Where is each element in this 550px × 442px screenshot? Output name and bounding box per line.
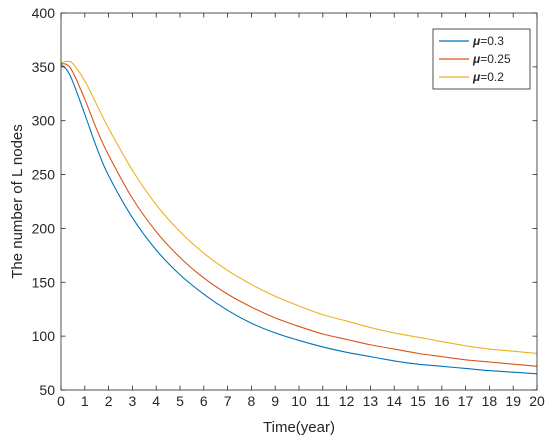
y-tick-label: 300 [32, 113, 56, 129]
x-tick-label: 0 [57, 393, 65, 409]
y-axis-label: The number of L nodes [9, 124, 26, 279]
x-tick-label: 4 [152, 393, 160, 409]
y-tick-label: 100 [32, 328, 56, 344]
x-tick-label: 6 [200, 393, 208, 409]
x-tick-label: 15 [410, 393, 426, 409]
legend-value: =0.2 [480, 70, 504, 84]
legend-mu-symbol: μ [472, 34, 481, 48]
x-tick-label: 8 [248, 393, 256, 409]
x-tick-label: 20 [529, 393, 545, 409]
series-line-2 [60, 63, 538, 367]
x-tick-label: 5 [176, 393, 184, 409]
y-tick-label: 400 [32, 5, 56, 21]
legend-value: =0.3 [480, 34, 504, 48]
x-tick-label: 10 [291, 393, 307, 409]
y-tick-label: 150 [32, 274, 56, 290]
y-tick-label: 200 [32, 220, 56, 236]
x-tick-label: 12 [339, 393, 355, 409]
axes-layer: 0 1 2 3 4 5 6 7 8 9 10 11 12 13 14 15 16 17 18 19 2050100150… [32, 5, 545, 409]
legend-label-2: μ=0.25 [472, 52, 511, 66]
x-tick-label: 3 [129, 393, 137, 409]
x-tick-label: 17 [458, 393, 474, 409]
legend-value: =0.25 [480, 52, 511, 66]
series-line-3 [60, 60, 538, 354]
y-tick-label: 250 [32, 167, 56, 183]
x-tick-label: 11 [316, 393, 331, 409]
series-layer [60, 60, 538, 375]
x-tick-label: 19 [505, 393, 521, 409]
legend-mu-symbol: μ [472, 52, 481, 66]
legend: μ=0.3μ=0.25μ=0.2 [432, 28, 531, 90]
x-tick-label: 14 [386, 393, 402, 409]
legend-label-3: μ=0.2 [472, 70, 504, 84]
series-line-1 [60, 64, 538, 375]
x-tick-label: 13 [363, 393, 379, 409]
legend-mu-symbol: μ [472, 70, 481, 84]
x-tick-label: 18 [482, 393, 498, 409]
y-tick-label: 50 [39, 382, 55, 398]
x-tick-label: 16 [434, 393, 450, 409]
x-axis-label: Time(year) [263, 419, 335, 436]
x-tick-label: 1 [81, 393, 89, 409]
x-tick-label: 7 [224, 393, 232, 409]
x-tick-label: 2 [105, 393, 113, 409]
y-tick-label: 350 [32, 59, 56, 75]
legend-label-1: μ=0.3 [472, 34, 504, 48]
x-tick-label: 9 [271, 393, 279, 409]
